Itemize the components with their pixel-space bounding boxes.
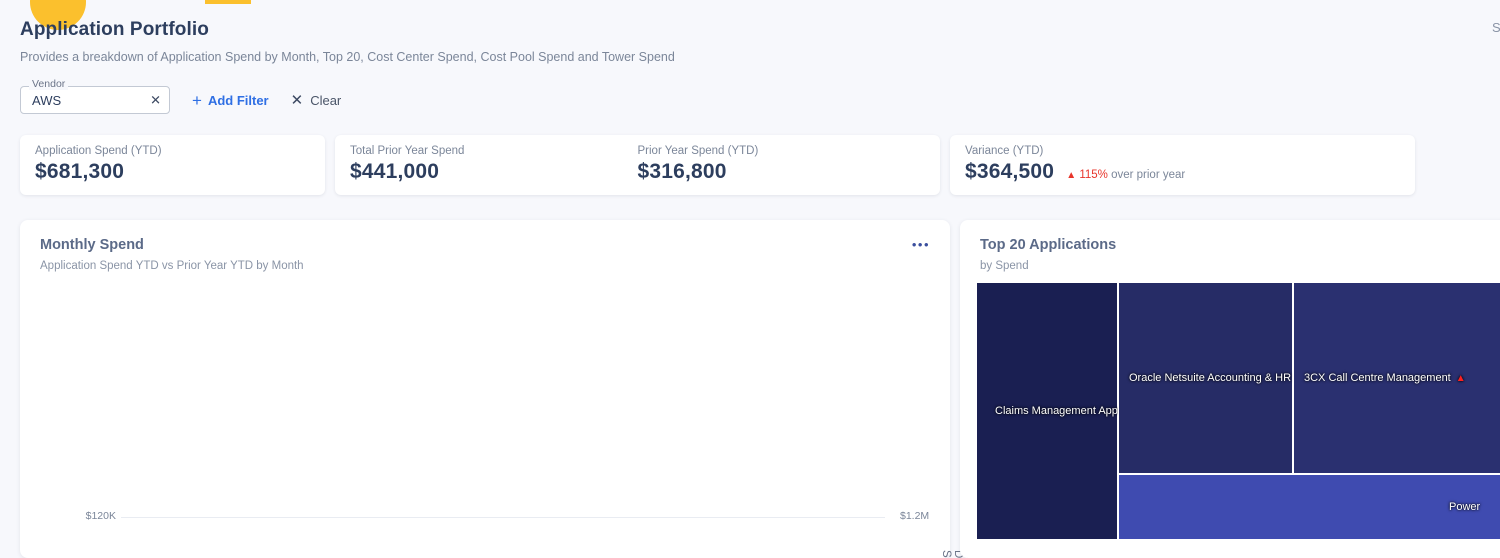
kpi-value: $681,300 xyxy=(35,160,125,183)
kpi-row: Application Spend (YTD) $681,300 Total P… xyxy=(20,135,1415,195)
monthly-spend-card: Monthly Spend Application Spend YTD vs P… xyxy=(20,220,988,558)
treemap-tile[interactable]: Claims Management App▲ xyxy=(976,282,1133,540)
kebab-menu-icon[interactable]: ••• xyxy=(911,237,930,252)
kpi-label: Variance (YTD) xyxy=(965,145,1044,157)
chart-ytd-lines xyxy=(20,220,950,558)
treemap-tile-label: 3CX Call Centre Management ▲ xyxy=(1304,372,1466,384)
applications-treemap: Claims Management App▲Oracle Netsuite Ac… xyxy=(976,282,1500,540)
card-subtitle: Application Spend YTD vs Prior Year YTD … xyxy=(40,260,304,272)
chart-y-tick: $120K xyxy=(85,510,116,522)
treemap-tile-name: Claims Management App xyxy=(995,405,1118,417)
warning-triangle-icon: ▲ xyxy=(1455,372,1466,384)
treemap-tile-label: Oracle Netsuite Accounting & HR▲ xyxy=(1129,372,1306,384)
kpi-value: $316,800 xyxy=(637,160,727,183)
kpi-delta-text: over prior year xyxy=(1111,169,1186,181)
monthly-spend-chart: Monthly Spend Year to Date Spend $0$0$40… xyxy=(20,220,988,558)
treemap-tile[interactable]: Power xyxy=(1118,474,1500,540)
top-20-applications-card: Top 20 Applications by Spend Claims Mana… xyxy=(960,220,1500,558)
topright-clipped-label: S xyxy=(1492,20,1500,35)
card-title: Top 20 Applications xyxy=(980,237,1117,253)
treemap-tile-label: Power xyxy=(1449,501,1480,513)
kpi-value: $441,000 xyxy=(350,160,440,183)
kpi-card-total-prior-year-spend: Total Prior Year Spend $441,000 xyxy=(350,145,638,195)
vendor-filter-chip[interactable]: Vendor AWS ✕ xyxy=(20,79,170,114)
treemap-tile[interactable]: 3CX Call Centre Management ▲ xyxy=(1293,282,1500,474)
card-subtitle: by Spend xyxy=(980,260,1029,272)
kpi-card-prior-year-spend-ytd: Prior Year Spend (YTD) $316,800 xyxy=(638,145,926,195)
add-filter-label: Add Filter xyxy=(207,92,269,108)
kpi-label: Application Spend (YTD) xyxy=(35,145,162,157)
treemap-tile-name: Power xyxy=(1449,501,1481,513)
page-subtitle: Provides a breakdown of Application Spen… xyxy=(20,50,675,64)
card-title: Monthly Spend xyxy=(40,237,144,253)
vendor-filter-value: AWS xyxy=(32,92,62,108)
close-icon[interactable]: ✕ xyxy=(150,92,161,108)
kpi-card-application-spend: Application Spend (YTD) $681,300 xyxy=(20,135,325,195)
chart-gridline xyxy=(121,517,885,518)
kpi-delta-pct: 115% xyxy=(1079,169,1108,181)
close-icon: ✕ xyxy=(290,91,304,109)
clear-label: Clear xyxy=(310,92,342,108)
treemap-tile-label: Claims Management App▲ xyxy=(995,405,1133,417)
vendor-filter-label: Vendor xyxy=(29,79,69,90)
plus-icon: + xyxy=(192,90,202,110)
kpi-value: $364,500 xyxy=(965,160,1055,183)
chart-y2-tick: $1.2M xyxy=(900,510,930,522)
clear-filters-button[interactable]: ✕ Clear xyxy=(291,93,342,108)
treemap-tile[interactable]: Oracle Netsuite Accounting & HR▲ xyxy=(1118,282,1306,474)
filter-bar: Vendor AWS ✕ + Add Filter ✕ Clear xyxy=(20,79,342,114)
add-filter-button[interactable]: + Add Filter xyxy=(192,92,269,109)
kpi-card-variance: Variance (YTD) $364,500 ▲ 115% over prio… xyxy=(950,135,1415,195)
status-badge: ▲ 115% over prior year xyxy=(1066,169,1185,181)
kpi-label: Prior Year Spend (YTD) xyxy=(637,145,759,157)
kpi-label: Total Prior Year Spend xyxy=(350,145,465,157)
kpi-card-prior-year-group: Total Prior Year Spend $441,000 Prior Ye… xyxy=(335,135,940,195)
active-tab-indicator xyxy=(205,0,251,4)
treemap-tile-name: Oracle Netsuite Accounting & HR xyxy=(1129,372,1292,384)
treemap-tile-name: 3CX Call Centre Management xyxy=(1304,372,1451,384)
page-title: Application Portfolio xyxy=(20,19,209,40)
trend-up-icon: ▲ xyxy=(1066,170,1077,181)
